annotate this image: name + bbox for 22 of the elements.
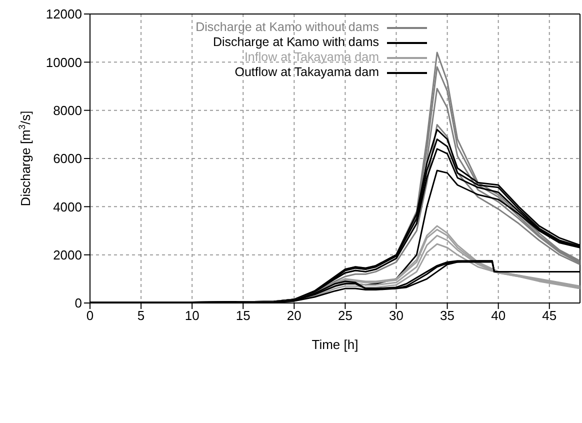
legend-label: Discharge at Kamo without dams	[196, 20, 379, 35]
y-tick-label: 2000	[53, 247, 82, 262]
x-tick-label: 40	[491, 308, 506, 324]
x-tick-label: 45	[542, 308, 557, 324]
x-axis-title: Time [h]	[312, 337, 358, 352]
x-tick-label: 15	[236, 308, 250, 324]
legend-label: Discharge at Kamo with dams	[212, 35, 379, 50]
x-tick-label: 25	[338, 308, 352, 324]
x-tick-label: 5	[137, 308, 145, 324]
x-tick-label: 30	[389, 308, 404, 324]
x-tick-label: 35	[440, 308, 455, 324]
y-tick-label: 8000	[53, 102, 82, 118]
x-tick-label: 10	[184, 308, 200, 324]
y-tick-label: 12000	[46, 6, 82, 22]
y-tick-label: 0	[74, 296, 82, 311]
x-tick-label: 0	[86, 308, 94, 324]
legend-label: Outflow at Takayama dam	[234, 65, 379, 80]
y-tick-label: 6000	[53, 151, 82, 166]
y-tick-label: 4000	[53, 199, 82, 214]
x-tick-label: 20	[286, 308, 302, 324]
y-tick-label: 10000	[46, 54, 82, 70]
legend-label: Inflow at Takayama dam	[244, 50, 379, 65]
